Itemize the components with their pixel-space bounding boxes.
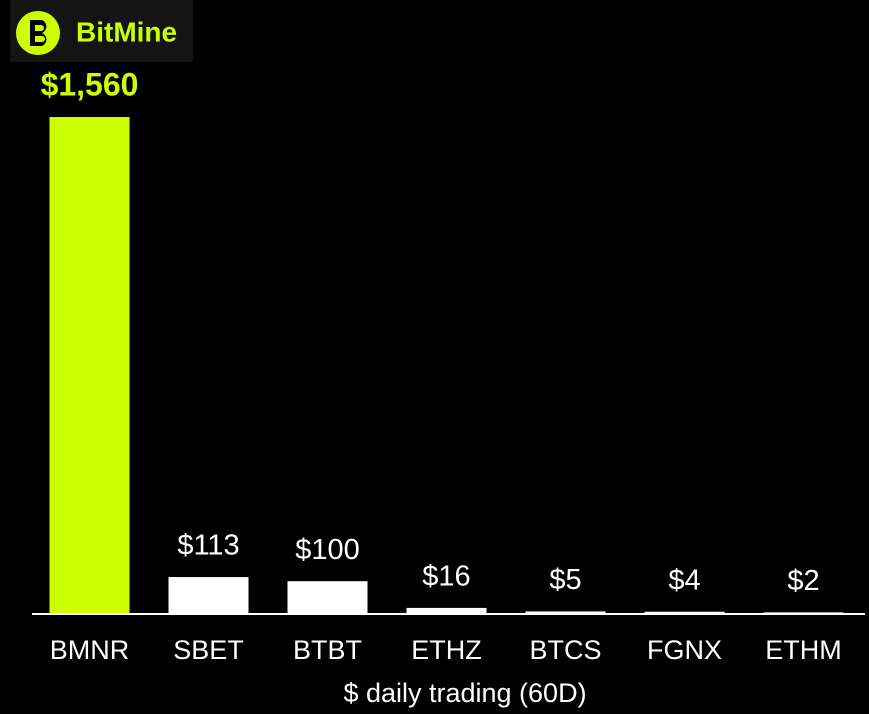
x-tick-label: BTBT [293, 635, 362, 665]
x-tick-label: FGNX [647, 635, 722, 665]
logo-text: BitMine [76, 16, 177, 47]
x-tick-label: BMNR [50, 635, 130, 665]
bar [525, 611, 606, 613]
bar [406, 607, 487, 613]
bar [287, 581, 368, 613]
x-axis-label: $ daily trading (60D) [343, 678, 586, 708]
x-tick-label: SBET [173, 635, 244, 665]
logo-icon-glyph [30, 20, 47, 46]
value-label: $16 [422, 561, 470, 593]
bar [168, 577, 249, 613]
x-tick-label: ETHM [765, 635, 842, 665]
bar [644, 611, 725, 613]
value-label: $2 [787, 565, 819, 597]
x-tick-label: ETHZ [411, 635, 482, 665]
value-label: $113 [177, 530, 239, 562]
logo: BitMine [10, 0, 193, 62]
x-tick-label: BTCS [529, 635, 601, 665]
value-label: $5 [549, 564, 581, 596]
bar [763, 612, 844, 613]
value-label: $1,560 [41, 66, 139, 102]
value-label: $4 [668, 564, 700, 596]
bar [49, 117, 130, 613]
value-label: $100 [295, 534, 360, 566]
